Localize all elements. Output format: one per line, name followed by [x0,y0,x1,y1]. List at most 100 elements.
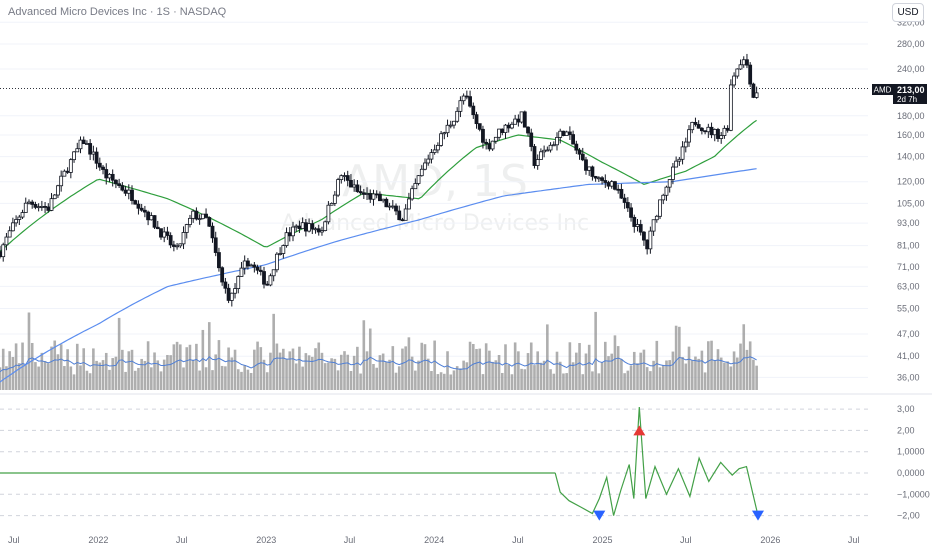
candle-body [429,152,434,160]
candle-body [741,59,746,66]
time-axis[interactable]: Jul 2022 Jul 2023 Jul 2024 Jul 2025 Jul 2026 Jul [8,535,859,545]
candle-body [329,202,334,206]
candle-body [410,188,415,200]
volume-bar [752,359,755,390]
candle-body [355,184,360,192]
candle-body [448,124,453,127]
volume-bar [269,352,272,390]
candle-body [342,175,347,177]
candle-body [712,129,717,136]
price-tick-label: 280,00 [897,39,925,49]
candle-body [33,204,38,208]
volume-bar [201,329,205,390]
candle-body [406,198,411,210]
candle-body [435,144,440,151]
candle-body [345,175,350,181]
candle-body [303,222,308,232]
currency-button[interactable]: USD [892,3,924,22]
candle-body [284,232,289,246]
volume-bar [455,366,459,390]
volume-bar [748,341,752,390]
ma-blue-line [0,168,757,383]
candle-body [52,194,57,200]
volume-bar [581,374,585,390]
candle-body [278,253,283,255]
candle-body [645,239,650,250]
volume-bar [111,358,114,390]
time-tick-label: Jul [848,535,860,545]
volume-bar [700,350,704,390]
candle-body [210,225,215,239]
volume-bar [684,363,688,390]
volume-bar [121,349,124,390]
candle-body [107,173,112,179]
candle-body [194,210,199,220]
volume-bar [72,374,76,390]
volume-bar [549,369,552,390]
candle-body [365,193,369,195]
candle-body [468,96,472,107]
price-tick-label: 47,00 [897,329,920,339]
price-axis[interactable]: 320,00 280,00 240,00 180,00 160,00 140,00 120,… [897,17,925,382]
candle-body [72,151,76,161]
candle-body [629,207,633,218]
candle-body [609,181,614,187]
candle-body [320,230,324,233]
candle-body [262,271,266,285]
volume-bar [707,341,710,390]
volume-bar [114,356,118,390]
candle-body [635,224,640,227]
candle-body [88,143,93,155]
candle-body [352,184,357,188]
candle-body [667,179,672,188]
candle-body [4,236,9,246]
candle-body [133,200,138,205]
candle-body [175,245,179,248]
candle-body [146,211,151,221]
candle-body [545,149,550,152]
candle-body [719,135,724,139]
volume-bar [140,358,143,390]
candle-body [368,193,373,200]
price-tick-label: 81,00 [897,241,920,251]
volume-bar [391,346,395,390]
volume-bar [330,358,333,390]
candle-body [120,185,125,191]
candle-body [590,166,595,177]
volume-bar [732,351,736,390]
volume-bar [95,360,98,390]
candle-body [664,186,669,196]
candle-body [246,260,250,267]
candle-body [658,199,662,217]
time-tick-label: 2024 [424,535,444,545]
price-tick-label: 120,00 [897,177,925,187]
candle-body [239,267,244,277]
volume-bar [204,367,208,390]
oscillator-axis[interactable]: 3,00 2,00 1,0000 0,0000 −1,0000 −2,00 [897,404,930,520]
volume-bar [275,343,279,390]
candle-body [226,287,231,301]
candle-body [497,128,501,138]
volume-bar [420,342,424,390]
volume-bar [243,365,246,390]
candle-body [426,158,431,164]
candle-body [7,230,12,238]
candle-body [648,230,653,250]
volume-bar [626,370,630,390]
volume-bar [314,348,317,390]
candle-body [159,228,163,238]
candle-body [452,120,456,126]
volume-bar [491,361,494,390]
candle-body [149,215,154,221]
candle-body [403,208,408,221]
volume-bar [736,357,739,390]
volume-bar [378,355,382,390]
volume-bar [30,342,34,390]
volume-bar [494,360,498,390]
candle-body [323,221,328,231]
volume-bar [610,353,614,390]
volume-bar [484,343,488,390]
volume-bar [150,367,153,390]
volume-bar [162,359,166,390]
